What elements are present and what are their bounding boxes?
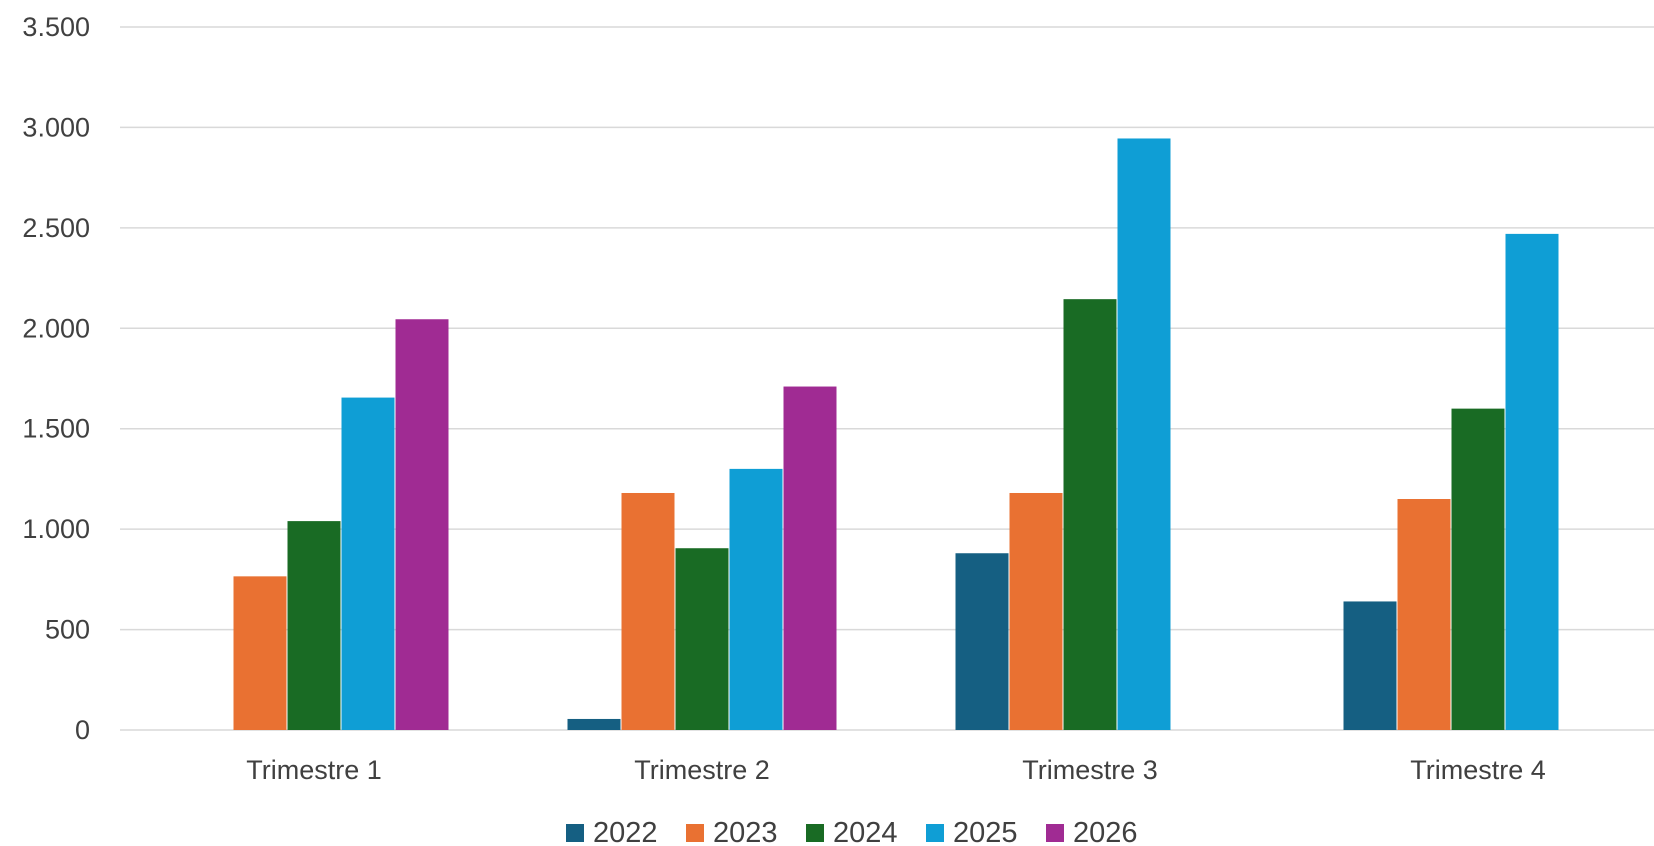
bar-2024-trimestre-4[interactable] <box>1451 408 1505 730</box>
x-axis-categories: Trimestre 1 Trimestre 2 Trimestre 3 Trimest… <box>246 755 1546 785</box>
y-tick-label: 1.500 <box>22 414 90 444</box>
legend-label: 2023 <box>713 817 778 846</box>
bars <box>233 138 1559 730</box>
legend-swatch <box>806 824 824 842</box>
bar-2026-trimestre-1[interactable] <box>395 319 449 730</box>
legend-item-2026[interactable]: 2026 <box>1046 817 1138 846</box>
x-category-label: Trimestre 4 <box>1410 755 1546 785</box>
x-category-label: Trimestre 2 <box>634 755 770 785</box>
legend-swatch <box>686 824 704 842</box>
bar-2024-trimestre-2[interactable] <box>675 548 729 730</box>
legend-item-2024[interactable]: 2024 <box>806 817 898 846</box>
bar-2024-trimestre-3[interactable] <box>1063 299 1117 730</box>
bar-2025-trimestre-2[interactable] <box>729 468 783 730</box>
y-tick-label: 2.000 <box>22 313 90 343</box>
legend-swatch <box>926 824 944 842</box>
x-category-label: Trimestre 3 <box>1022 755 1158 785</box>
legend-swatch <box>566 824 584 842</box>
bar-2023-trimestre-2[interactable] <box>621 492 675 730</box>
legend-swatch <box>1046 824 1064 842</box>
legend-item-2023[interactable]: 2023 <box>686 817 778 846</box>
bar-2025-trimestre-3[interactable] <box>1117 138 1171 730</box>
bar-2022-trimestre-4[interactable] <box>1343 601 1397 730</box>
legend-label: 2024 <box>833 817 898 846</box>
y-axis-ticks: 0 500 1.000 1.500 2.000 2.500 3.000 3.500 <box>22 12 90 745</box>
y-tick-label: 2.500 <box>22 213 90 243</box>
bar-2025-trimestre-1[interactable] <box>341 397 395 730</box>
x-category-label: Trimestre 1 <box>246 755 382 785</box>
y-tick-label: 3.000 <box>22 112 90 142</box>
bar-2025-trimestre-4[interactable] <box>1505 233 1559 730</box>
bar-2023-trimestre-3[interactable] <box>1009 492 1063 730</box>
legend[interactable]: 2022 2023 2024 2025 2026 <box>566 817 1138 846</box>
bar-2022-trimestre-3[interactable] <box>955 553 1009 730</box>
y-tick-label: 0 <box>75 715 90 745</box>
bar-2026-trimestre-2[interactable] <box>783 386 837 730</box>
legend-item-2025[interactable]: 2025 <box>926 817 1018 846</box>
bar-2023-trimestre-4[interactable] <box>1397 499 1451 730</box>
y-tick-label: 1.000 <box>22 514 90 544</box>
y-tick-label: 3.500 <box>22 12 90 42</box>
legend-label: 2025 <box>953 817 1018 846</box>
y-tick-label: 500 <box>45 615 90 645</box>
bar-2022-trimestre-2[interactable] <box>567 718 621 730</box>
legend-label: 2026 <box>1073 817 1138 846</box>
bar-2024-trimestre-1[interactable] <box>287 521 341 730</box>
legend-label: 2022 <box>593 817 658 846</box>
legend-item-2022[interactable]: 2022 <box>566 817 658 846</box>
bar-2023-trimestre-1[interactable] <box>233 576 287 730</box>
